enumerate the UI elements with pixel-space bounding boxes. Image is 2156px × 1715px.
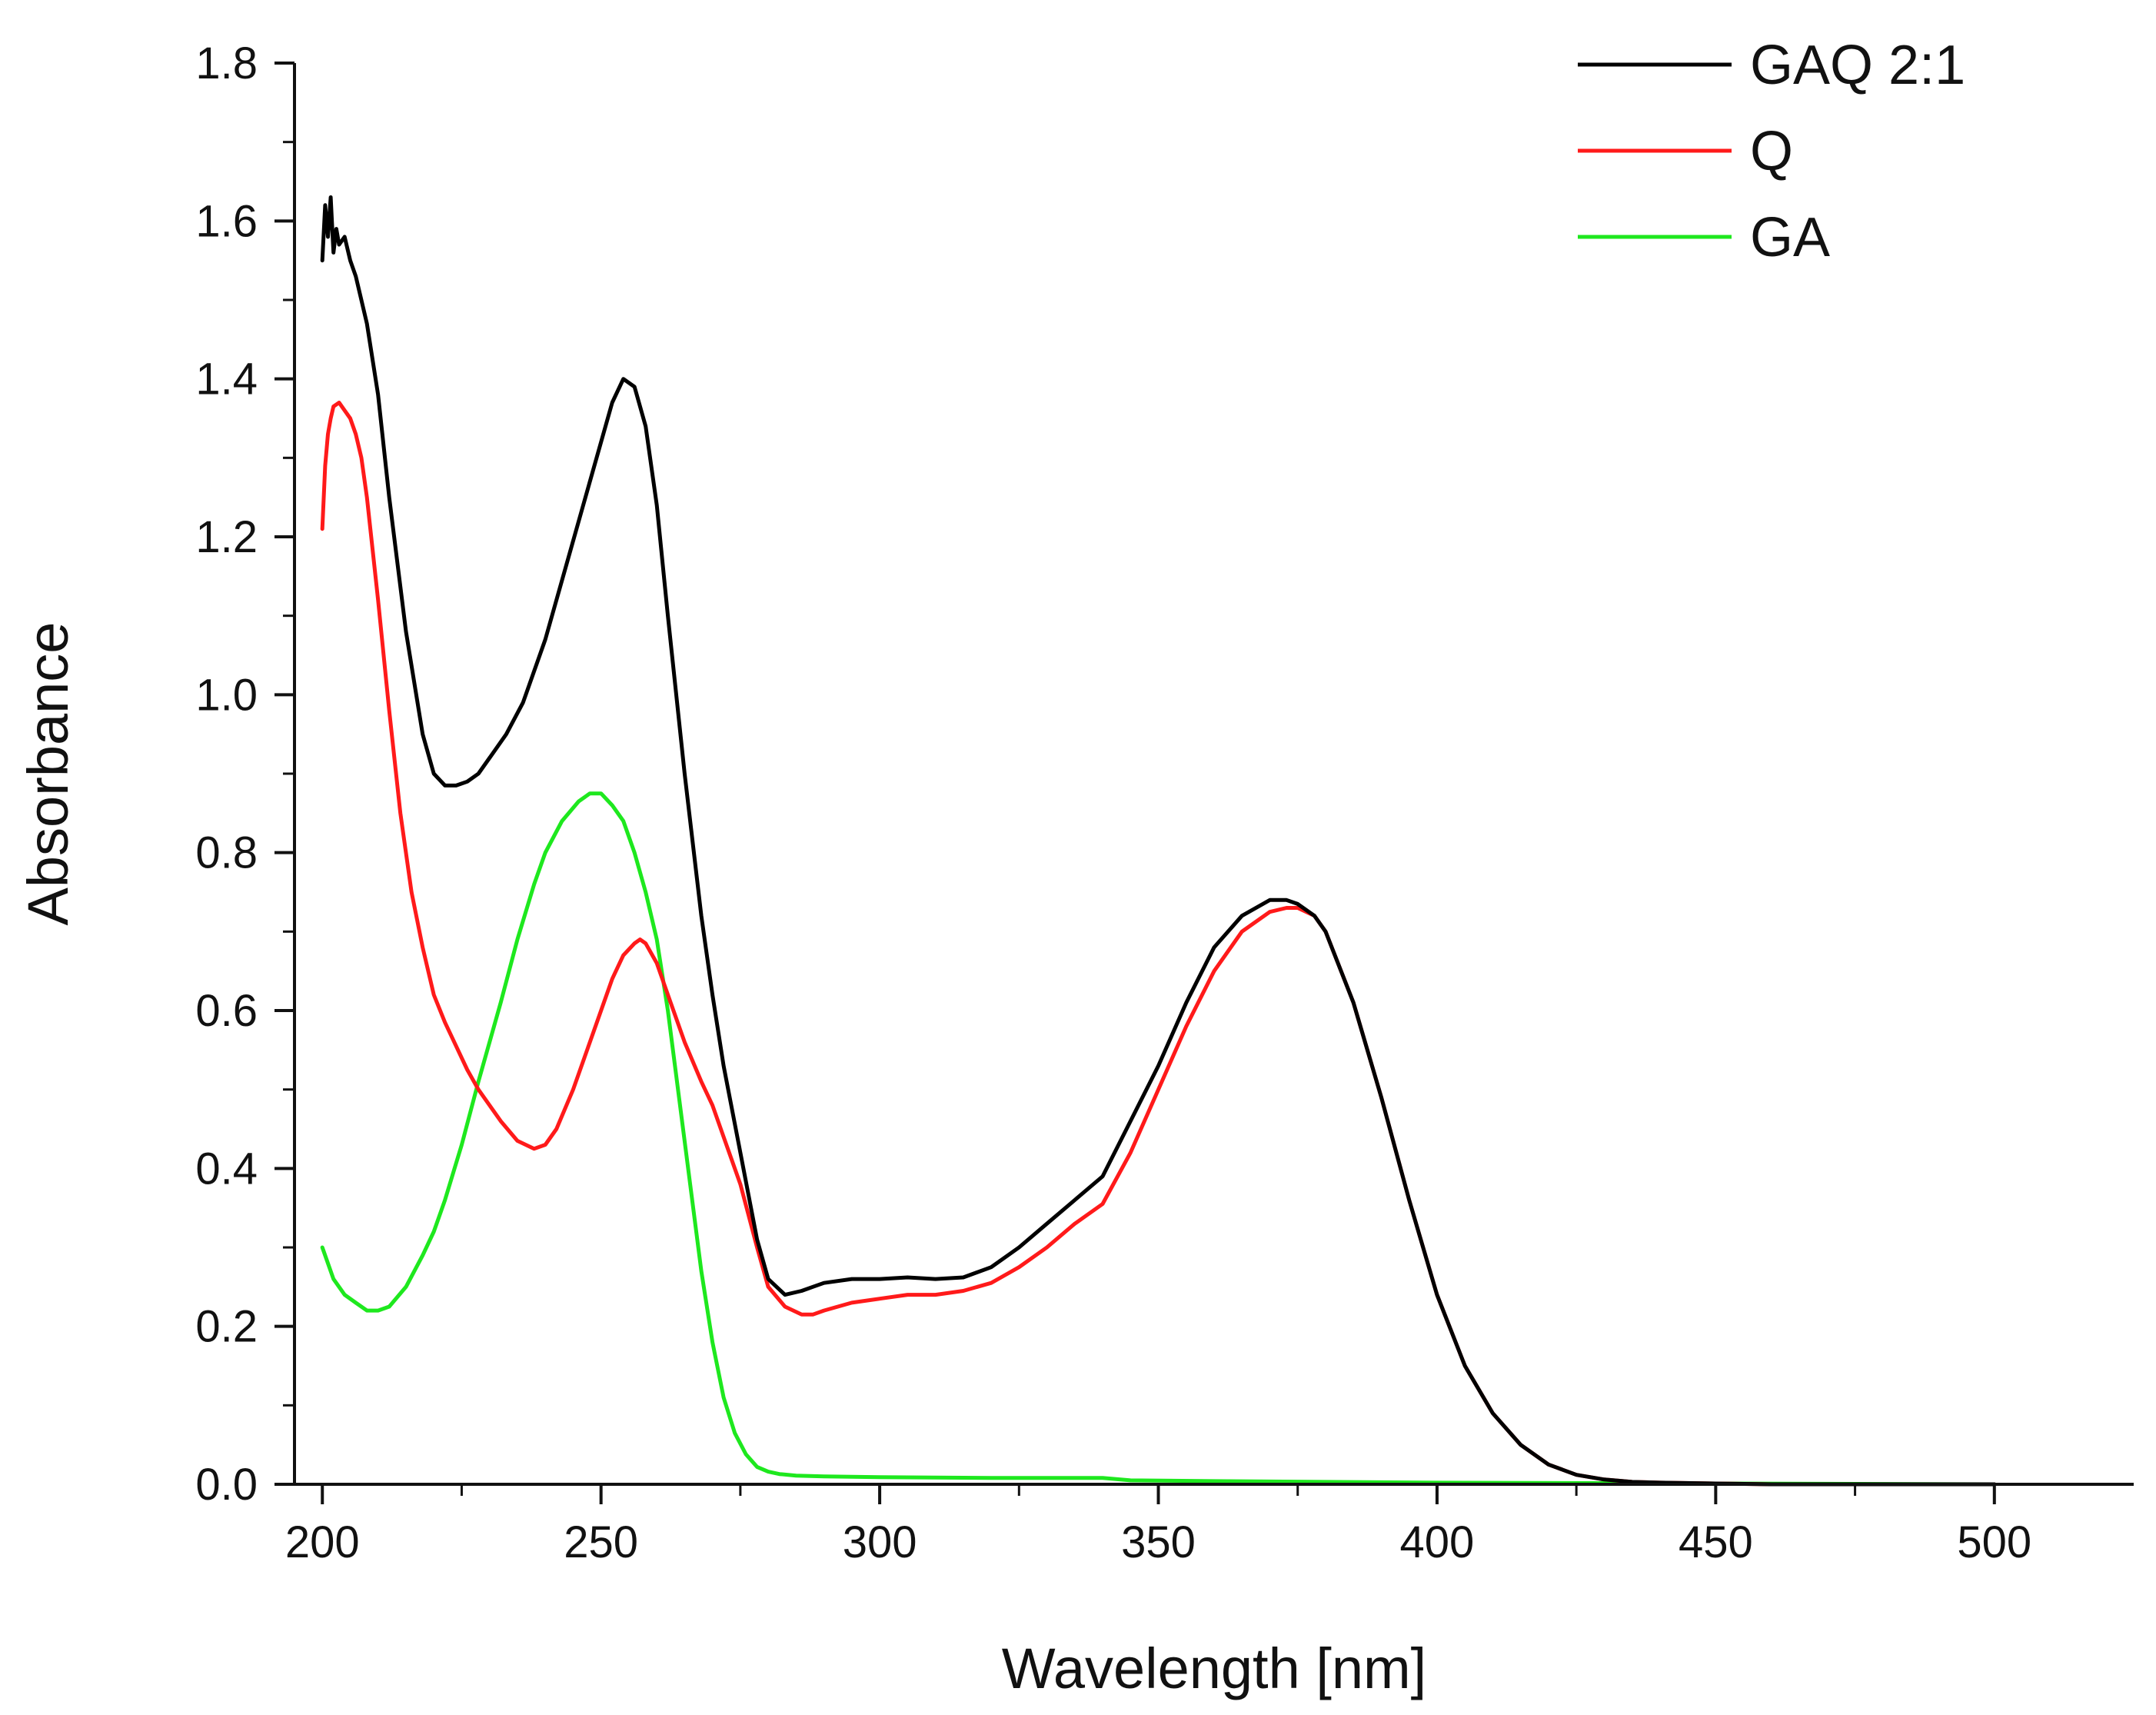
y-tick-label: 1.2 [195,512,258,562]
plot-lines [320,195,1997,1487]
series-line-ga [320,791,1997,1487]
x-tick-label: 250 [564,1517,638,1567]
x-tick-label: 300 [843,1517,917,1567]
x-tick-label: 450 [1679,1517,1753,1567]
series-line-gaq-2-1 [320,195,1997,1487]
y-tick-label: 0.2 [195,1302,258,1352]
y-tick-label: 0.8 [195,828,258,878]
y-tick-label: 1.4 [195,355,258,405]
y-tick-label: 1.8 [195,38,258,88]
y-tick-label: 1.6 [195,196,258,246]
y-ticks: 0.0 0.2 0.4 0.6 0.8 1.0 1.2 1.4 1.6 1.8 [195,38,294,1510]
x-tick-label: 350 [1121,1517,1196,1567]
y-tick-label: 0.4 [195,1144,258,1194]
y-axis-title: Absorbance [16,622,80,926]
legend-label-q: Q [1750,121,1793,182]
x-axis-title: Wavelength [nm] [1002,1637,1427,1700]
y-tick-label: 0.0 [195,1460,258,1510]
legend: GAQ 2:1 Q GA [1578,35,1965,268]
x-tick-label: 500 [1957,1517,2031,1567]
x-ticks: 200 250 300 350 400 450 500 [285,1484,2031,1567]
x-tick-label: 200 [285,1517,360,1567]
y-tick-label: 1.0 [195,670,258,720]
x-tick-label: 400 [1400,1517,1475,1567]
y-tick-label: 0.6 [195,986,258,1036]
legend-label-ga: GA [1750,207,1830,268]
legend-label-gaq-2-1: GAQ 2:1 [1750,35,1965,96]
